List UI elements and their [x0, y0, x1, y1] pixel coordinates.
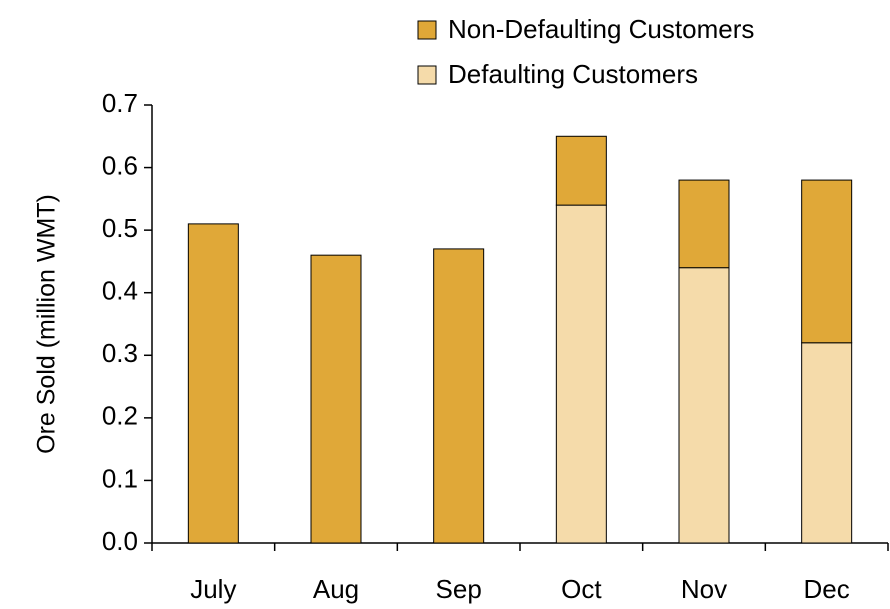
bar-segment — [555, 204, 607, 544]
y-tick-label: 0.1 — [102, 463, 138, 493]
y-tick-label: 0.6 — [102, 150, 138, 180]
y-tick-label: 0.2 — [102, 401, 138, 431]
bar-segment — [801, 179, 853, 344]
x-tick-label: July — [190, 574, 236, 604]
bar-segment — [801, 342, 853, 544]
x-tick-label: Nov — [681, 574, 727, 604]
bar-segment — [187, 223, 239, 544]
bar-segment — [433, 248, 485, 544]
x-tick-label: Sep — [436, 574, 482, 604]
bar-segment — [555, 135, 607, 206]
bar-segment — [678, 179, 730, 269]
legend-label: Defaulting Customers — [448, 59, 698, 89]
y-tick-label: 0.7 — [102, 88, 138, 118]
x-tick-label: Dec — [804, 574, 850, 604]
legend-swatch — [417, 20, 437, 40]
bar-segment — [310, 254, 362, 544]
y-tick-label: 0.0 — [102, 526, 138, 556]
y-tick-label: 0.4 — [102, 276, 138, 306]
bar-segment — [678, 267, 730, 544]
legend-label: Non-Defaulting Customers — [448, 14, 754, 44]
y-axis-label: Ore Sold (million WMT) — [33, 194, 61, 454]
x-tick-label: Aug — [313, 574, 359, 604]
y-tick-label: 0.5 — [102, 213, 138, 243]
x-tick-label: Oct — [561, 574, 602, 604]
y-tick-label: 0.3 — [102, 338, 138, 368]
legend-swatch — [417, 65, 437, 85]
